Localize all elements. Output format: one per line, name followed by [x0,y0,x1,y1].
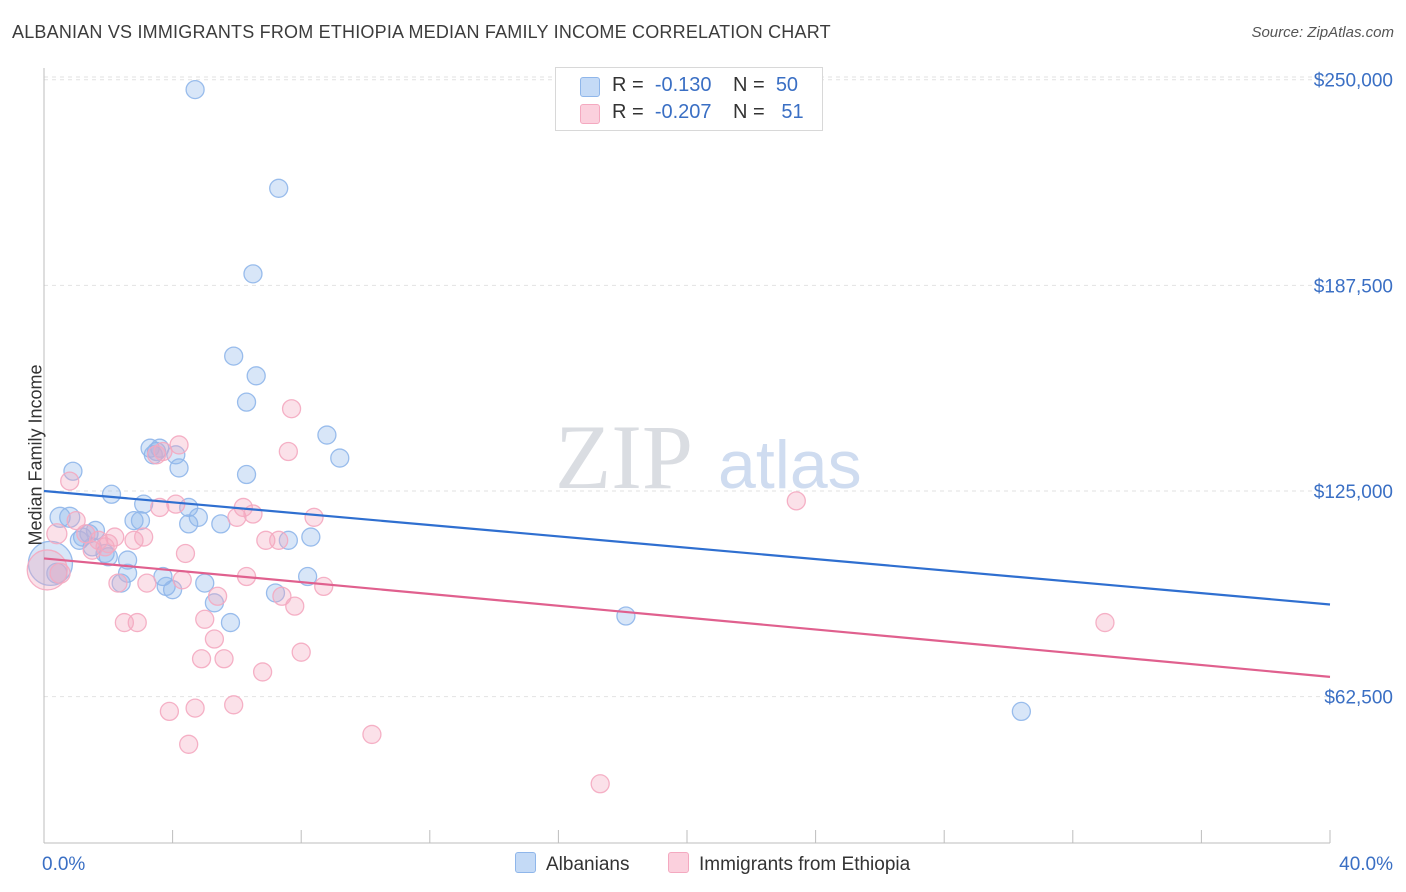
axes [43,68,1331,844]
data-point [243,264,263,284]
legend-n: N = 51 [733,101,804,123]
data-point [60,471,80,491]
data-point [127,612,147,633]
data-point [195,609,215,629]
legend-swatch-ethiopia [580,104,600,124]
data-point [1095,612,1115,633]
data-point [46,523,68,545]
data-point [304,507,324,527]
data-point [179,734,199,754]
data-points [26,79,1115,794]
data-point [236,392,257,412]
data-point [281,399,302,419]
data-point [130,510,151,531]
data-point [314,576,334,597]
data-point [137,573,157,593]
data-point [105,527,125,547]
x-tick-label: 40.0% [1339,854,1393,875]
legend-swatch-albanians [580,77,600,97]
x-tick-label: 0.0% [42,854,85,875]
data-point [185,79,205,100]
data-point [252,662,273,682]
data-point [159,701,180,722]
data-point [590,774,610,794]
legend-row-albanians: R = -0.130 N = 50 [556,74,822,100]
data-point [150,497,170,518]
data-point [185,698,205,718]
data-point [285,596,305,616]
data-point [246,366,266,386]
data-point [179,514,199,534]
series-albanians [27,79,1032,722]
data-point [786,491,806,511]
data-point [101,484,122,504]
data-point [117,563,138,583]
grid-lines [44,76,1330,698]
tick-labels: $62,500 $125,000 $187,500 $250,000 0.0% 40.0% [42,71,1393,875]
trend-line-albanians [43,489,1331,606]
data-point [224,695,244,715]
data-point [278,441,298,462]
data-point [269,530,289,550]
data-point [317,425,337,445]
data-point [224,346,244,366]
data-point [188,507,208,527]
legend-r: R = -0.207 [612,101,712,123]
data-point [330,448,350,468]
data-point [117,550,138,570]
data-point [49,562,71,584]
watermark-zip: ZIP [555,406,693,508]
legend-row-ethiopia: R = -0.207 N = 51 [556,101,822,127]
data-point [191,649,212,669]
data-point [153,441,173,462]
bottom-legend-albanians: Albanians [515,852,629,876]
data-point [272,586,292,606]
data-point [134,494,154,514]
data-point [362,724,382,745]
y-tick-label: $125,000 [1314,482,1393,503]
data-point [108,573,128,593]
watermark-atlas: atlas [718,427,862,503]
data-point [297,566,318,587]
data-point [95,537,115,557]
data-point [162,580,183,600]
data-point [134,527,154,547]
chart-title: ALBANIAN VS IMMIGRANTS FROM ETHIOPIA MED… [12,22,831,42]
data-point [214,649,234,669]
data-point [207,586,228,606]
data-point [1011,701,1032,722]
data-point [211,514,231,534]
data-point [169,435,189,455]
data-point [220,612,241,633]
y-tick-label: $187,500 [1314,276,1393,297]
data-point [169,458,189,478]
data-point [616,606,636,626]
y-axis-title: Median Family Income [25,364,46,546]
bottom-legend-swatch-ethiopia [668,852,689,873]
data-point [236,464,257,485]
data-point [175,543,196,564]
data-point [204,629,225,649]
trend-lines [43,489,1331,678]
correlation-legend: R = -0.130 N = 50 R = -0.207 N = 51 [555,67,823,131]
legend-r: R = -0.130 [612,74,712,96]
data-point [124,510,144,531]
bottom-legend-swatch-albanians [515,852,536,873]
data-point [269,178,289,198]
data-point [291,642,311,662]
data-point [172,570,192,590]
bottom-legend-ethiopia: Immigrants from Ethiopia [668,852,910,876]
series-ethiopia [26,399,1115,794]
legend-n: N = 50 [733,74,799,96]
y-tick-label: $250,000 [1314,71,1393,92]
data-point [301,527,321,547]
trend-line-ethiopia [43,557,1331,678]
chart-source: Source: ZipAtlas.com [1251,24,1394,41]
data-point [66,510,86,531]
data-point [243,504,263,524]
y-tick-label: $62,500 [1324,688,1393,709]
